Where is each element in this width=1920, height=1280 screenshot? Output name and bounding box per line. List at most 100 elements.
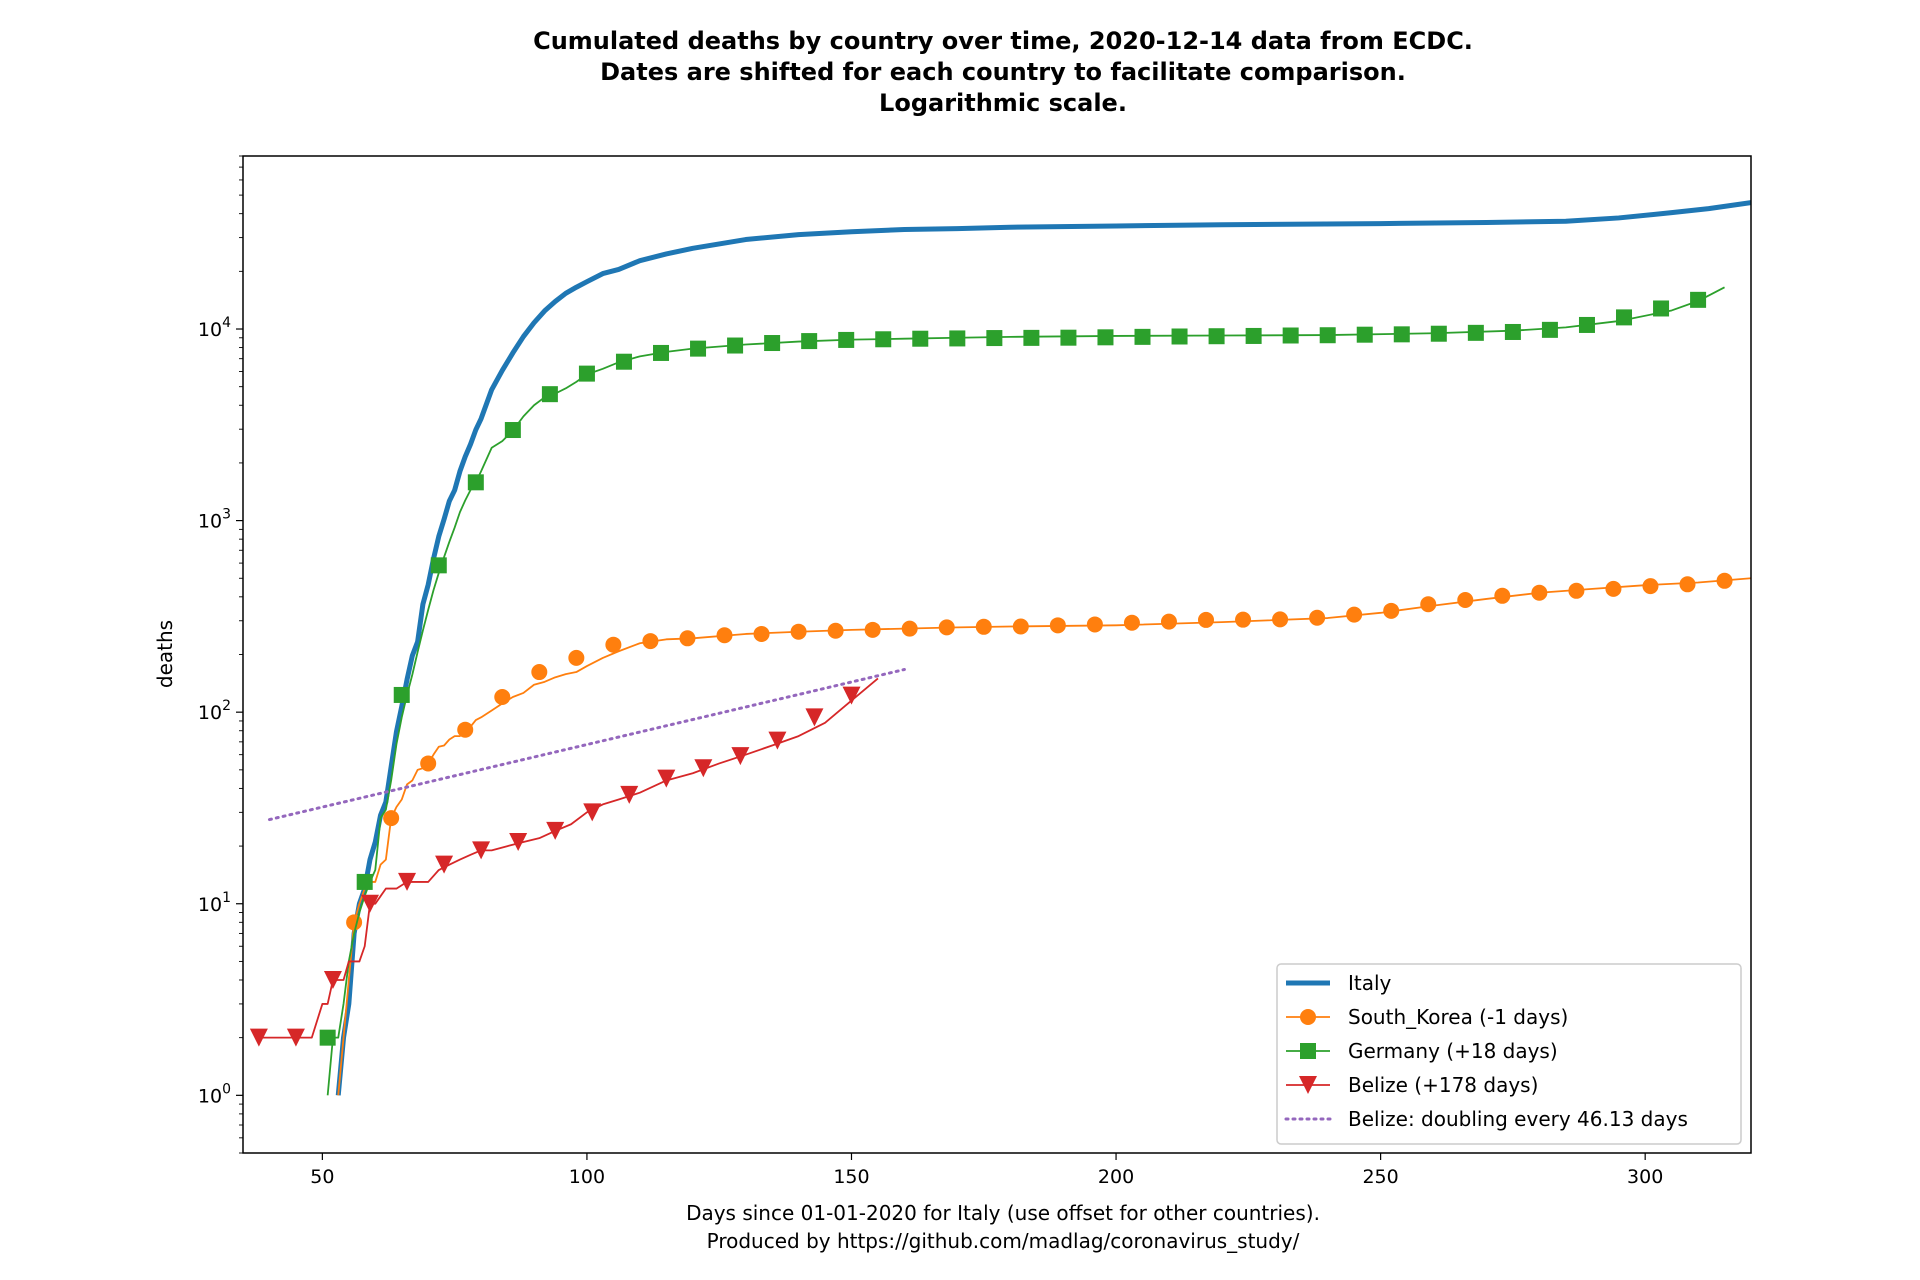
data-point-belize-178-days (323, 970, 342, 989)
legend-label: Germany (+18 days) (1348, 1039, 1558, 1063)
data-point-belize-178-days (805, 708, 824, 727)
chart-title: Cumulated deaths by country over time, 2… (533, 27, 1473, 117)
legend-label: Belize (+178 days) (1348, 1073, 1538, 1097)
data-point-belize-178-days (842, 686, 861, 705)
y-tick-label: 102 (198, 698, 231, 724)
data-point-germany-18-days (319, 1029, 336, 1046)
data-point-belize-178-days (360, 894, 379, 913)
data-point-germany-18-days (1393, 326, 1410, 343)
data-point-south-korea-1-days (457, 721, 474, 738)
data-point-south-korea-1-days (679, 630, 696, 647)
x-tick-label: 250 (1362, 1166, 1398, 1188)
data-point-belize-178-days (768, 731, 787, 750)
legend-entry-germany-18-days: Germany (+18 days) (1286, 1039, 1558, 1063)
data-point-south-korea-1-days (753, 625, 770, 642)
legend: Italy South_Korea (-1 days) Germany (+18 d… (1276, 963, 1742, 1145)
data-point-south-korea-1-days (1086, 616, 1103, 633)
data-point-germany-18-days (1578, 316, 1595, 333)
data-point-germany-18-days (690, 340, 707, 357)
data-point-south-korea-1-days (1309, 609, 1326, 626)
x-tick-label: 150 (833, 1166, 869, 1188)
x-tick-label: 200 (1098, 1166, 1134, 1188)
legend-entry-belize-178-days: Belize (+178 days) (1286, 1073, 1538, 1097)
y-axis-label: deaths (153, 620, 177, 688)
data-point-south-korea-1-days (1012, 618, 1029, 635)
data-point-belize-178-days (657, 769, 676, 788)
data-point-south-korea-1-days (1235, 611, 1252, 628)
data-point-germany-18-days (1467, 324, 1484, 341)
data-point-south-korea-1-days (642, 633, 659, 650)
data-point-south-korea-1-days (1420, 596, 1437, 613)
data-point-germany-18-days (1060, 329, 1077, 346)
data-point-south-korea-1-days (1272, 611, 1289, 628)
data-point-south-korea-1-days (494, 689, 511, 706)
data-point-germany-18-days (1282, 327, 1299, 344)
data-point-germany-18-days (1023, 329, 1040, 346)
data-point-south-korea-1-days (1679, 576, 1696, 593)
data-point-germany-18-days (727, 337, 744, 354)
data-point-south-korea-1-days (827, 622, 844, 639)
data-point-belize-178-days (435, 855, 454, 874)
series-line-italy (335, 200, 1751, 1096)
series-germany-18-days (319, 286, 1725, 1096)
data-point-germany-18-days (1319, 327, 1336, 344)
data-point-south-korea-1-days (975, 618, 992, 635)
data-point-germany-18-days (578, 365, 595, 382)
series-line-belize-178-days (258, 677, 879, 1039)
data-point-south-korea-1-days (1383, 602, 1400, 619)
data-point-south-korea-1-days (1531, 584, 1548, 601)
data-point-germany-18-days (949, 330, 966, 347)
y-tick-label: 104 (198, 315, 231, 341)
data-point-south-korea-1-days (531, 664, 548, 681)
data-point-germany-18-days (356, 873, 373, 890)
data-point-south-korea-1-days (346, 914, 363, 931)
data-point-belize-178-days (694, 759, 713, 778)
x-axis-label-line-1: Days since 01-01-2020 for Italy (use off… (686, 1201, 1320, 1225)
data-point-belize-178-days (546, 821, 565, 840)
data-point-germany-18-days (1134, 328, 1151, 345)
data-point-south-korea-1-days (1160, 613, 1177, 630)
data-point-germany-18-days (504, 422, 521, 439)
data-point-south-korea-1-days (1716, 572, 1733, 589)
plot-series (249, 200, 1751, 1096)
x-tick-label: 300 (1627, 1166, 1663, 1188)
data-point-south-korea-1-days (716, 627, 733, 644)
legend-entries: Italy South_Korea (-1 days) Germany (+18 d… (1284, 971, 1688, 1131)
data-point-south-korea-1-days (790, 623, 807, 640)
data-point-germany-18-days (393, 686, 410, 703)
legend-marker (1299, 1076, 1317, 1094)
legend-entry-south-korea-1-days: South_Korea (-1 days) (1286, 1005, 1568, 1029)
data-point-germany-18-days (764, 335, 781, 352)
data-point-germany-18-days (467, 474, 484, 491)
legend-label: South_Korea (-1 days) (1348, 1005, 1568, 1029)
series-belize-178-days (249, 677, 879, 1047)
data-point-south-korea-1-days (1568, 582, 1585, 599)
data-point-belize-178-days (286, 1028, 305, 1047)
series-line-germany-18-days (326, 286, 1725, 1096)
data-point-germany-18-days (1541, 321, 1558, 338)
data-point-germany-18-days (653, 344, 670, 361)
series-italy (335, 200, 1751, 1096)
data-point-south-korea-1-days (864, 621, 881, 638)
y-axis-ticks: 100 101 102 103 104 (198, 155, 243, 1154)
data-point-germany-18-days (1208, 328, 1225, 345)
data-point-south-korea-1-days (938, 619, 955, 636)
chart-title-line-3: Logarithmic scale. (879, 89, 1127, 117)
x-tick-label: 100 (569, 1166, 605, 1188)
data-point-germany-18-days (1097, 329, 1114, 346)
data-point-belize-178-days (509, 833, 528, 852)
data-point-south-korea-1-days (605, 636, 622, 653)
data-point-germany-18-days (986, 330, 1003, 347)
chart-title-line-2: Dates are shifted for each country to fa… (600, 58, 1406, 86)
data-point-south-korea-1-days (1494, 587, 1511, 604)
x-axis-ticks: 50 100 150 200 250 300 (310, 1153, 1663, 1188)
x-tick-label: 50 (310, 1166, 334, 1188)
legend-marker (1300, 1009, 1316, 1025)
x-axis-label-line-2: Produced by https://github.com/madlag/co… (707, 1229, 1300, 1253)
data-point-south-korea-1-days (1605, 580, 1622, 597)
data-point-south-korea-1-days (420, 755, 437, 772)
legend-label: Belize: doubling every 46.13 days (1348, 1107, 1688, 1131)
y-tick-label: 100 (198, 1081, 231, 1107)
y-tick-label: 101 (198, 890, 231, 916)
data-point-germany-18-days (430, 557, 447, 574)
